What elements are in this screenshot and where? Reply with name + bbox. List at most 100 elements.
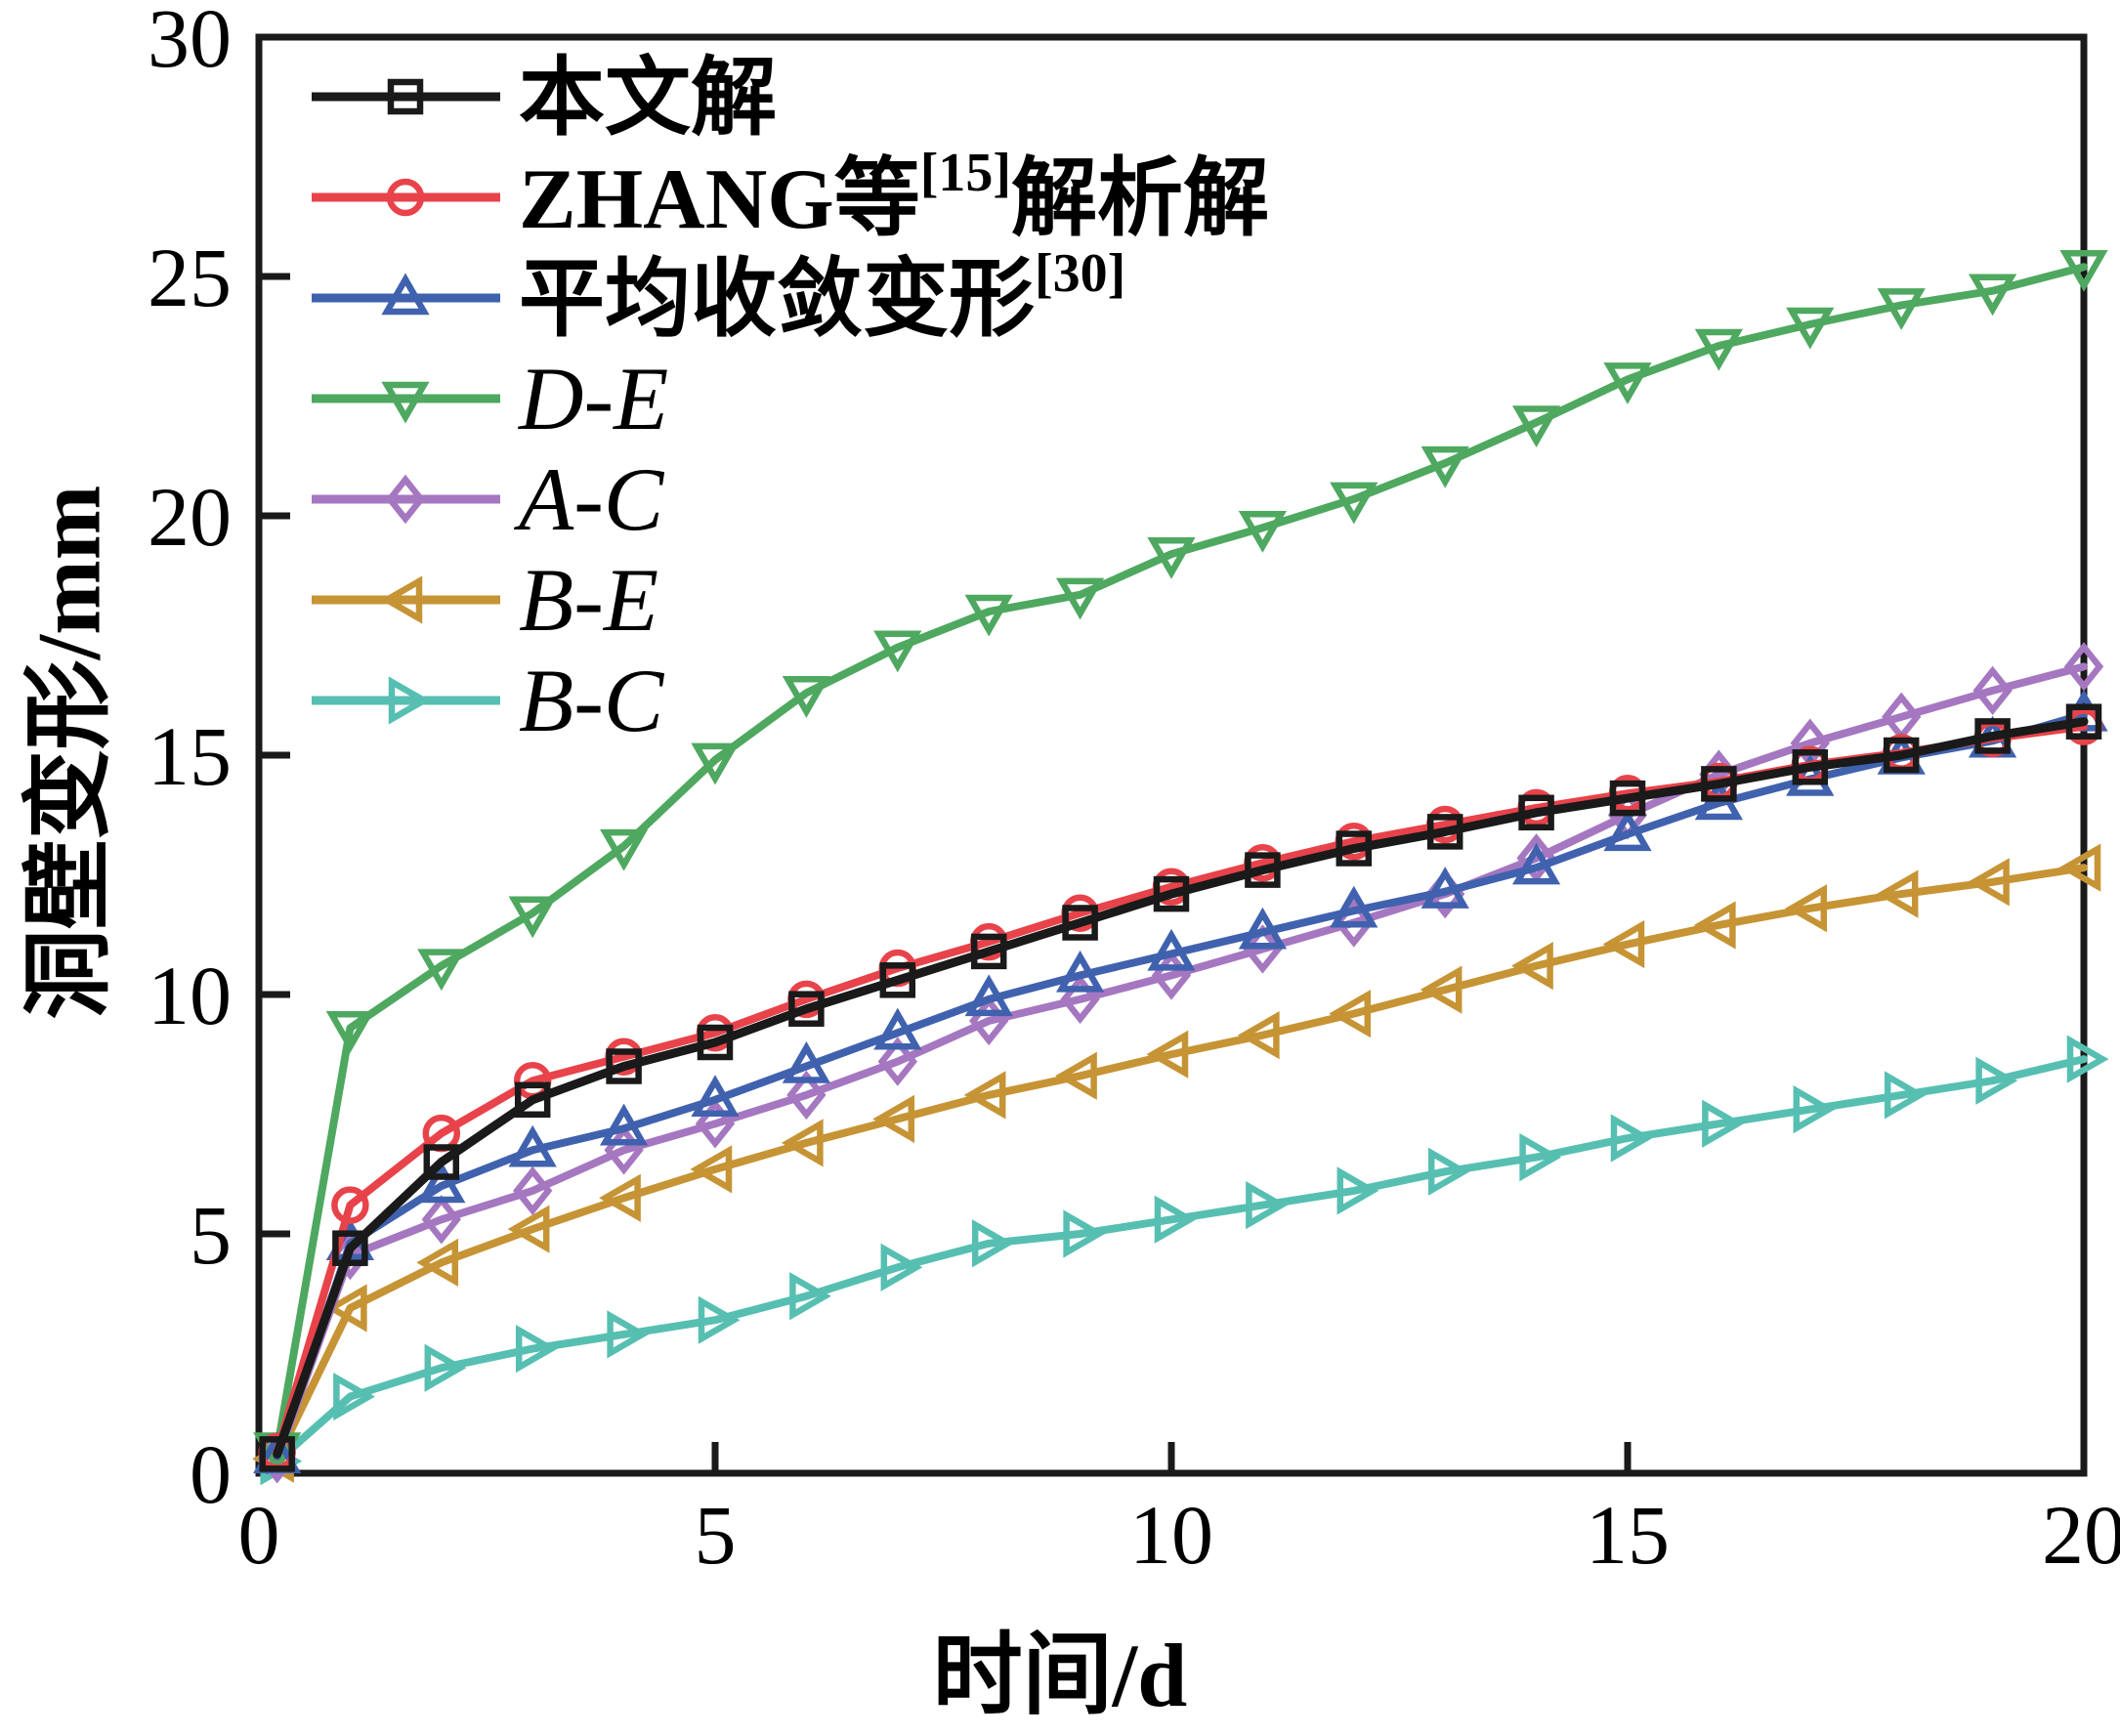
square-marker-icon bbox=[514, 1081, 551, 1119]
triangle-left-marker-icon bbox=[1602, 919, 1645, 969]
legend-label: D-E bbox=[517, 349, 668, 448]
triangle-right-marker-icon bbox=[971, 1219, 1014, 1268]
legend-label: B-E bbox=[519, 550, 658, 650]
triangle-right-marker-icon bbox=[1063, 1209, 1106, 1258]
square-marker-icon bbox=[1426, 814, 1463, 850]
series-line bbox=[273, 864, 2088, 1463]
triangle-right-marker-icon bbox=[1154, 1195, 1197, 1244]
square-marker-icon bbox=[1245, 852, 1281, 888]
square-marker-icon bbox=[1974, 718, 2011, 754]
triangle-right-marker-icon bbox=[880, 1243, 923, 1291]
triangle-right-marker-icon bbox=[424, 1343, 467, 1392]
x-tick-label: 15 bbox=[1586, 1488, 1670, 1582]
legend-label: 平均收敛变形[30] bbox=[519, 243, 1125, 348]
triangle-right-marker-icon bbox=[1336, 1166, 1379, 1215]
triangle-left-marker-icon bbox=[1968, 858, 2010, 907]
triangle-up-marker-icon bbox=[381, 273, 430, 316]
square-marker-icon bbox=[1883, 737, 1920, 774]
legend-item-D-E: D-E bbox=[312, 349, 668, 448]
triangle-left-marker-icon bbox=[380, 575, 423, 624]
series-line bbox=[273, 1055, 2088, 1465]
triangle-right-marker-icon bbox=[333, 1372, 375, 1421]
y-tick-label: 20 bbox=[148, 470, 232, 564]
triangle-left-marker-icon bbox=[963, 1071, 1006, 1120]
triangle-right-marker-icon bbox=[515, 1324, 558, 1374]
triangle-down-marker-icon bbox=[1877, 288, 1926, 330]
triangle-down-marker-icon bbox=[1786, 307, 1835, 350]
diamond-marker-icon bbox=[2063, 642, 2104, 692]
triangle-right-marker-icon bbox=[1610, 1114, 1653, 1163]
circle-marker-icon bbox=[331, 1186, 369, 1224]
triangle-left-marker-icon bbox=[1055, 1051, 1097, 1100]
series-B-C bbox=[260, 1035, 2109, 1486]
square-marker-icon bbox=[788, 991, 825, 1027]
triangle-left-marker-icon bbox=[1420, 965, 1463, 1014]
y-axis: 0 5 10 15 20 25 30 bbox=[148, 0, 290, 1521]
square-marker-icon bbox=[1062, 905, 1098, 941]
triangle-down-marker-icon bbox=[1330, 482, 1378, 525]
triangle-down-marker-icon bbox=[417, 949, 466, 992]
triangle-up-marker-icon bbox=[1055, 950, 1105, 993]
triangle-down-marker-icon bbox=[782, 676, 831, 718]
diamond-marker-icon bbox=[786, 1070, 827, 1121]
square-marker-icon bbox=[1609, 780, 1646, 817]
triangle-up-marker-icon bbox=[964, 974, 1013, 1017]
triangle-down-marker-icon bbox=[1420, 445, 1469, 488]
square-marker-icon bbox=[387, 78, 424, 115]
triangle-right-marker-icon bbox=[388, 676, 431, 725]
legend-item-本文解: 本文解 bbox=[312, 52, 777, 147]
x-tick-label: 0 bbox=[238, 1488, 280, 1582]
x-tick-label: 5 bbox=[695, 1488, 737, 1582]
triangle-left-marker-icon bbox=[324, 1284, 367, 1333]
legend-item-ZHANG等: ZHANG等[15]解析解 bbox=[312, 143, 1269, 247]
triangle-down-marker-icon bbox=[508, 896, 557, 939]
triangle-down-marker-icon bbox=[1238, 511, 1288, 553]
triangle-up-marker-icon bbox=[1603, 809, 1652, 852]
legend-label: A-C bbox=[513, 449, 665, 549]
triangle-up-marker-icon bbox=[599, 1103, 649, 1146]
triangle-right-marker-icon bbox=[789, 1272, 831, 1321]
triangle-down-marker-icon bbox=[964, 594, 1013, 637]
legend-label: B-C bbox=[519, 651, 665, 750]
x-axis-label: 时间/d bbox=[932, 1626, 1188, 1725]
square-marker-icon bbox=[879, 962, 916, 998]
triangle-down-marker-icon bbox=[1694, 328, 1744, 371]
series-line bbox=[273, 710, 2088, 1461]
y-axis-label: 洞壁变形/mm bbox=[19, 485, 119, 1020]
square-marker-icon bbox=[1792, 749, 1829, 785]
triangle-left-marker-icon bbox=[1785, 884, 1828, 933]
triangle-up-marker-icon bbox=[1147, 928, 1196, 971]
triangle-right-marker-icon bbox=[607, 1310, 650, 1359]
square-marker-icon bbox=[1336, 830, 1373, 867]
x-tick-label: 20 bbox=[2042, 1488, 2120, 1582]
diamond-marker-icon bbox=[1516, 833, 1556, 883]
y-tick-label: 15 bbox=[148, 709, 232, 803]
triangle-up-marker-icon bbox=[1420, 867, 1469, 909]
triangle-down-marker-icon bbox=[381, 381, 430, 424]
triangle-up-marker-icon bbox=[417, 1161, 466, 1204]
legend-item-A-C: A-C bbox=[312, 449, 665, 549]
square-marker-icon bbox=[332, 1230, 368, 1266]
legend-item-B-E: B-E bbox=[312, 550, 658, 650]
triangle-down-marker-icon bbox=[599, 828, 649, 871]
square-marker-icon bbox=[2065, 703, 2102, 740]
triangle-left-marker-icon bbox=[1693, 901, 1736, 950]
circle-marker-icon bbox=[386, 178, 425, 217]
triangle-left-marker-icon bbox=[781, 1119, 824, 1167]
y-tick-label: 0 bbox=[190, 1427, 232, 1521]
triangle-up-marker-icon bbox=[1330, 885, 1378, 928]
triangle-up-marker-icon bbox=[691, 1075, 740, 1118]
legend-item-平均收敛变形: 平均收敛变形[30] bbox=[312, 243, 1125, 348]
legend-label: 本文解 bbox=[519, 52, 777, 147]
triangle-right-marker-icon bbox=[1519, 1132, 1562, 1182]
triangle-left-marker-icon bbox=[1511, 941, 1553, 991]
triangle-right-marker-icon bbox=[1246, 1180, 1288, 1230]
triangle-right-marker-icon bbox=[2066, 1035, 2109, 1083]
x-tick-label: 10 bbox=[1129, 1488, 1213, 1582]
y-tick-label: 5 bbox=[190, 1188, 232, 1282]
triangle-up-marker-icon bbox=[873, 1007, 922, 1050]
series-D-E bbox=[253, 249, 2108, 1475]
diamond-marker-icon bbox=[421, 1195, 461, 1245]
triangle-left-marker-icon bbox=[416, 1238, 459, 1288]
